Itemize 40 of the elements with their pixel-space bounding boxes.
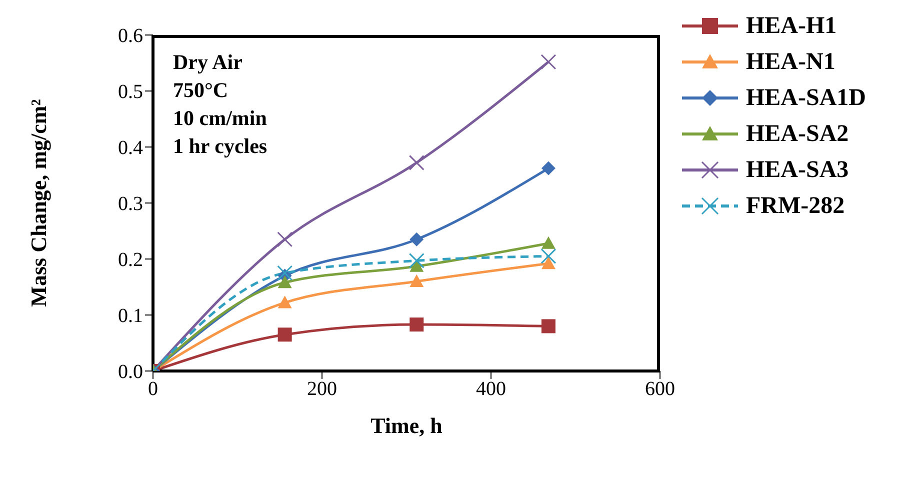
point [277,232,293,248]
point [278,276,292,288]
point [541,319,556,334]
point [278,296,292,308]
text: 750°C [173,78,228,102]
y-tick-label: 0.0 [118,361,143,384]
point [541,236,556,249]
y-tick-label: 0.1 [118,305,143,328]
point [540,54,556,70]
x-tick-label: 600 [645,378,675,400]
y-tick-label: 0.6 [118,25,143,48]
point [277,265,293,281]
x-tick-label: 400 [476,378,506,400]
legend-label: HEA-SA3 [746,156,849,185]
y-axis-title: Mass Change, mg/cm² [26,98,51,307]
y-tick-label: 0.4 [118,137,143,160]
x-tick-label: 200 [307,378,337,400]
legend-label: HEA-SA2 [746,120,849,149]
legend-label: HEA-SA1D [746,84,866,113]
legend-label: HEA-N1 [746,48,836,77]
point [541,256,556,270]
point [410,274,424,287]
legend-label: FRM-282 [746,192,845,221]
point [410,318,424,332]
x-tick-label: 0 [148,378,158,400]
point [408,252,424,268]
point [541,161,556,176]
x-axis-title: Time, h [370,413,442,438]
text: 1 hr cycles [173,134,268,158]
text: Dry Air [173,50,242,74]
point [408,154,424,170]
point [540,248,556,264]
point [410,259,424,272]
y-tick-label: 0.3 [118,193,143,216]
point [410,232,424,246]
y-tick-label: 0.5 [118,81,143,104]
point [278,328,292,342]
text: 10 cm/min [173,106,267,130]
y-tick-label: 0.2 [118,249,143,272]
legend-label: HEA-H1 [746,12,837,41]
